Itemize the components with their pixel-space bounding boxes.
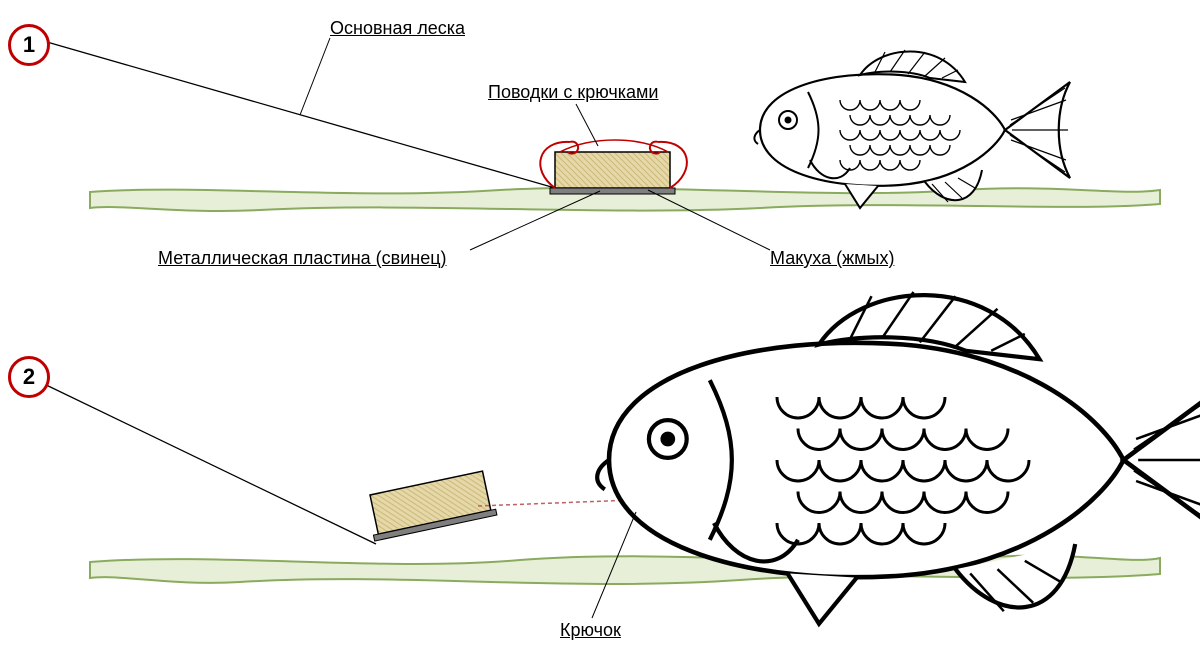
main-line-2 bbox=[40, 382, 376, 544]
panel-2 bbox=[40, 292, 1200, 624]
rig-2 bbox=[365, 470, 497, 541]
main-line-1 bbox=[40, 40, 555, 188]
panel-1 bbox=[40, 38, 1160, 250]
bait-block-1 bbox=[555, 152, 670, 188]
leader-to-mouth bbox=[478, 500, 632, 506]
label-leaders: Поводки с крючками bbox=[488, 82, 658, 103]
label-hook: Крючок bbox=[560, 620, 621, 641]
callout-main-line bbox=[300, 38, 330, 115]
step-badge-1: 1 bbox=[8, 24, 50, 66]
lead-plate-1 bbox=[550, 188, 675, 194]
callout-leaders bbox=[576, 104, 598, 146]
fish-1 bbox=[754, 50, 1070, 208]
rig-1 bbox=[540, 140, 687, 194]
label-main-line: Основная леска bbox=[330, 18, 465, 39]
label-bait: Макуха (жмых) bbox=[770, 248, 894, 269]
leader-top bbox=[560, 140, 668, 152]
label-plate: Металлическая пластина (свинец) bbox=[158, 248, 447, 269]
step-number-2: 2 bbox=[23, 364, 35, 390]
step-badge-2: 2 bbox=[8, 356, 50, 398]
step-number-1: 1 bbox=[23, 32, 35, 58]
